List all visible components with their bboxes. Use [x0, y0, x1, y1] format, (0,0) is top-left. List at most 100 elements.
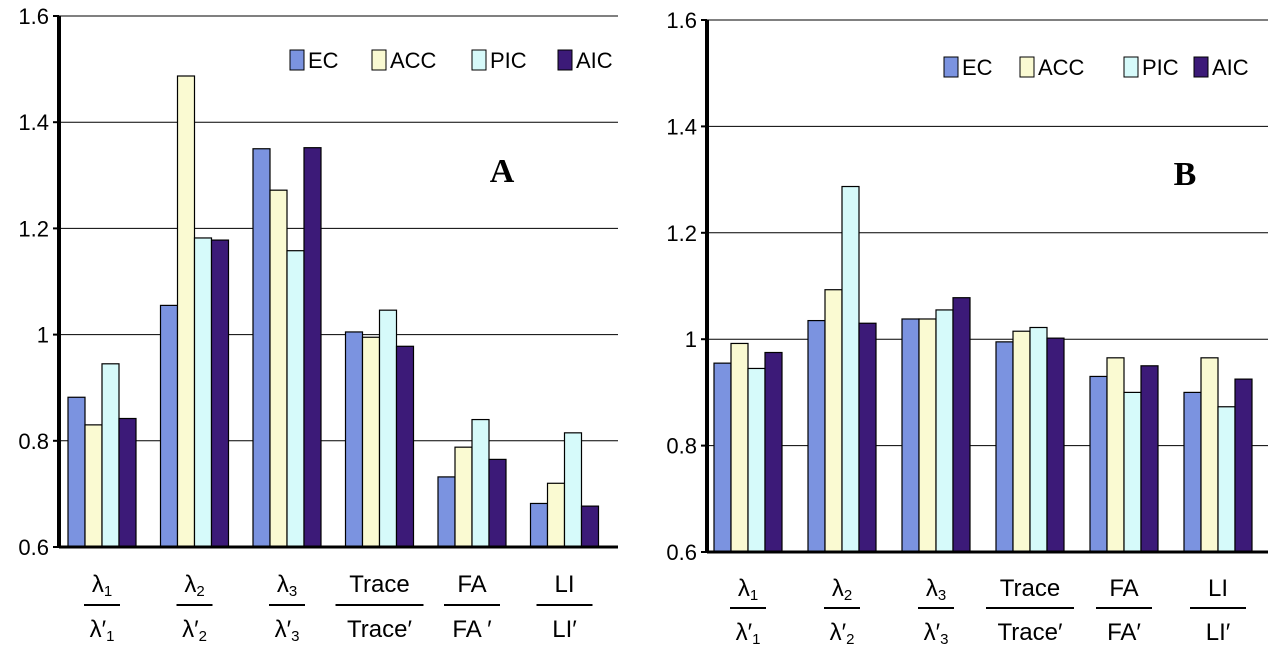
bar-ec-2 [807, 319, 826, 553]
y-tick-label: 1.6 [666, 8, 697, 33]
category-numerator-subscript: 3 [938, 587, 946, 604]
bar-ec-4 [344, 331, 364, 548]
y-tick-label: 1.2 [666, 221, 697, 246]
legend-label-pic: PIC [1142, 55, 1179, 80]
bar-pic-5 [471, 418, 490, 548]
bar-acc-6 [1200, 357, 1219, 553]
bar-aic-6 [580, 505, 600, 548]
bar-pic-2 [841, 185, 860, 553]
bar-acc-1 [84, 424, 103, 548]
bar-pic-1 [747, 367, 766, 553]
bar-ec-5 [437, 476, 456, 548]
category-numerator-subscript: 1 [750, 587, 758, 604]
bar-acc-2 [824, 289, 843, 553]
y-tick-label: 1.2 [18, 216, 49, 241]
category-numerator: λ2 [184, 571, 204, 600]
bar-acc-4 [361, 336, 381, 548]
bar-pic-5 [1123, 391, 1142, 553]
bar-pic-3 [935, 309, 954, 553]
legend-label-acc: ACC [390, 48, 437, 73]
category-denominator: λ′3 [924, 619, 949, 648]
bar-pic-1 [101, 363, 120, 548]
legend-swatch-ec [943, 56, 959, 78]
category-numerator-subscript: 3 [289, 583, 297, 600]
category-denominator-subscript: 2 [199, 628, 207, 645]
y-tick-label: 1.4 [666, 114, 697, 139]
category-denominator: FA′ [1107, 619, 1141, 646]
chart-panel-b: 0.6 0.8 1 1.2 1.4 1.6 EC ACC PIC AIC Bλ1 λ′1 λ2 λ′2 λ3… [666, 8, 1268, 648]
category-numerator-subscript: 1 [104, 583, 112, 600]
bar-aic-4 [395, 345, 415, 548]
y-tick-label: 1 [685, 327, 697, 352]
category-numerator: λ2 [832, 575, 852, 604]
legend-label-acc: ACC [1038, 55, 1085, 80]
y-tick-label: 0.8 [666, 434, 697, 459]
bar-ec-1 [713, 362, 732, 553]
bar-ec-3 [252, 148, 271, 548]
y-tick-label: 0.8 [18, 429, 49, 454]
bar-acc-2 [176, 75, 196, 548]
category-denominator-subscript: 1 [752, 631, 760, 648]
legend-swatch-pic [471, 49, 487, 71]
y-tick-label: 1 [37, 323, 49, 348]
bar-ec-6 [1183, 391, 1202, 553]
category-denominator: λ′1 [736, 619, 761, 648]
bar-aic-3 [952, 297, 971, 553]
bar-aic-2 [858, 322, 877, 553]
bar-pic-6 [563, 432, 583, 548]
category-denominator: LI′ [1206, 619, 1231, 646]
category-numerator: Trace [349, 571, 409, 598]
y-tick-label: 1.6 [18, 4, 49, 29]
panel-label: B [1174, 156, 1197, 193]
bar-aic-1 [118, 417, 137, 548]
legend-swatch-acc [371, 49, 387, 71]
bar-aic-5 [488, 458, 507, 548]
chart-panel-a: 0.6 0.8 1 1.2 1.4 1.6 EC ACC PIC AIC Aλ1 λ′1 λ2 λ′2 λ3… [18, 4, 618, 645]
category-denominator: λ′3 [275, 616, 300, 645]
bar-ec-2 [159, 304, 179, 548]
legend-label-aic: AIC [1212, 55, 1249, 80]
category-numerator: FA [1109, 575, 1138, 602]
category-denominator-subscript: 3 [940, 631, 948, 648]
legend-label-aic: AIC [576, 48, 613, 73]
category-denominator: Trace′ [347, 616, 412, 643]
legend-label-ec: EC [962, 55, 993, 80]
legend-swatch-pic [1123, 56, 1139, 78]
bar-acc-1 [730, 342, 749, 553]
category-denominator: LI′ [552, 616, 577, 643]
category-numerator-subscript: 2 [196, 583, 204, 600]
category-numerator: λ3 [277, 571, 297, 600]
category-numerator: Trace [1000, 575, 1060, 602]
category-numerator: LI [1208, 575, 1228, 602]
category-denominator: λ′2 [182, 616, 207, 645]
category-numerator: LI [554, 571, 574, 598]
bar-acc-5 [454, 446, 473, 548]
y-tick-label: 0.6 [666, 540, 697, 565]
category-denominator: λ′2 [830, 619, 855, 648]
bar-acc-6 [546, 482, 566, 548]
bar-acc-5 [1106, 357, 1125, 553]
bar-aic-4 [1046, 337, 1065, 553]
bar-aic-6 [1234, 378, 1253, 553]
category-denominator-subscript: 3 [291, 628, 299, 645]
bar-ec-4 [995, 341, 1014, 553]
bar-aic-3 [303, 147, 322, 548]
category-denominator: FA ′ [452, 616, 492, 643]
legend-swatch-acc [1019, 56, 1035, 78]
legend-label-pic: PIC [490, 48, 527, 73]
bar-pic-4 [1029, 326, 1048, 553]
bar-pic-6 [1217, 406, 1236, 553]
category-numerator: λ1 [92, 571, 112, 600]
y-tick-label: 1.4 [18, 110, 49, 135]
category-denominator-subscript: 1 [106, 628, 114, 645]
bar-ec-6 [529, 502, 549, 548]
category-numerator: λ1 [738, 575, 758, 604]
legend-swatch-ec [289, 49, 305, 71]
bar-pic-4 [378, 309, 398, 548]
legend-swatch-aic [557, 49, 573, 71]
category-denominator-subscript: 2 [846, 631, 854, 648]
category-numerator-subscript: 2 [844, 587, 852, 604]
bar-acc-4 [1012, 330, 1031, 553]
bar-ec-5 [1089, 375, 1108, 553]
